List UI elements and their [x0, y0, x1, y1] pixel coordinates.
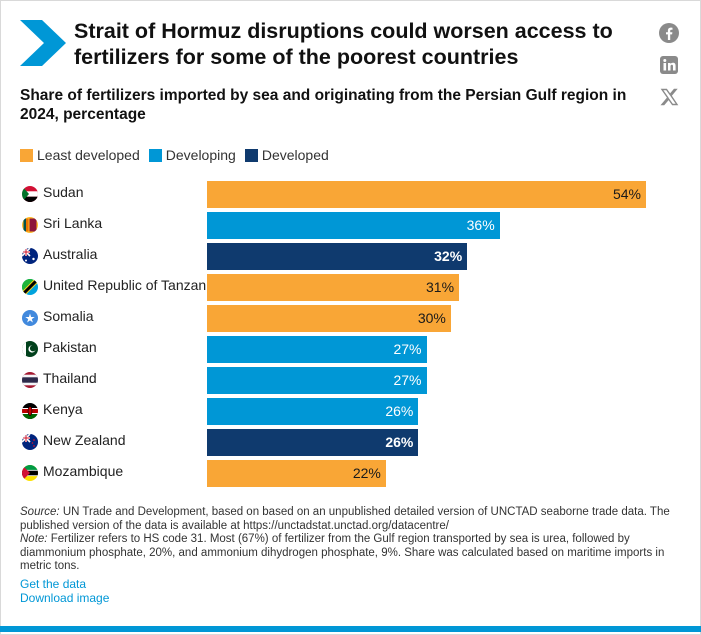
category-label: United Republic of Tanzania — [43, 277, 218, 293]
linkedin-icon[interactable] — [658, 54, 680, 76]
chart-row: Kenya 26% — [0, 395, 701, 426]
category-label: Australia — [43, 246, 98, 262]
flag-icon — [22, 217, 38, 233]
legend-item-developed: Developed — [244, 147, 329, 163]
bar — [207, 274, 460, 301]
flag-icon — [22, 341, 38, 357]
chart-row: Australia 32% — [0, 240, 701, 271]
flag-icon — [22, 434, 38, 450]
category-label: Somalia — [43, 308, 94, 324]
legend-swatch — [244, 148, 258, 162]
note-line: Note: Fertilizer refers to HS code 31. M… — [20, 533, 685, 574]
chart-row: Somalia 30% — [0, 302, 701, 333]
get-data-link[interactable]: Get the data — [20, 577, 87, 591]
legend: Least developed Developing Developed — [20, 146, 338, 164]
data-label: 32% — [434, 248, 463, 264]
bar — [207, 367, 427, 394]
flag-icon — [22, 372, 38, 388]
legend-item-developing: Developing — [148, 147, 236, 163]
download-image-link[interactable]: Download image — [20, 591, 110, 605]
chart-row: Sri Lanka 36% — [0, 209, 701, 240]
bar — [207, 460, 386, 487]
bar — [207, 305, 451, 332]
category-label: Sudan — [43, 184, 84, 200]
flag-icon — [22, 248, 38, 264]
note-text: Fertilizer refers to HS code 31. Most (6… — [20, 533, 665, 572]
source-line: Source: UN Trade and Development, based … — [20, 506, 685, 533]
bar — [207, 181, 646, 208]
chart-title: Strait of Hormuz disruptions could worse… — [74, 19, 613, 69]
data-label: 30% — [417, 310, 446, 326]
flag-icon — [22, 279, 38, 295]
bar — [207, 212, 500, 239]
source-note: Source: UN Trade and Development, based … — [20, 506, 685, 574]
chart-row: Thailand 27% — [0, 364, 701, 395]
x-icon[interactable] — [658, 86, 680, 108]
category-label: Thailand — [43, 370, 97, 386]
flag-icon — [22, 403, 38, 419]
data-label: 27% — [393, 372, 422, 388]
bar — [207, 336, 427, 363]
data-label: 26% — [385, 403, 414, 419]
chevron-logo-icon — [20, 20, 66, 66]
data-label: 36% — [466, 217, 495, 233]
legend-label: Developing — [165, 147, 236, 163]
bar-chart: Sudan 54% Sri Lanka 36% Australia 32% United R… — [0, 178, 701, 493]
chart-row: New Zealand 26% — [0, 426, 701, 457]
legend-item-least-developed: Least developed — [20, 147, 140, 163]
legend-swatch — [20, 148, 33, 162]
facebook-icon[interactable] — [658, 22, 680, 44]
legend-label: Developed — [261, 147, 329, 163]
chart-row: Pakistan 27% — [0, 333, 701, 364]
data-label: 27% — [393, 341, 422, 357]
bottom-accent-bar — [0, 626, 701, 632]
source-label: Source: — [20, 506, 60, 518]
category-label: Kenya — [43, 401, 83, 417]
category-label: Sri Lanka — [43, 215, 103, 231]
data-label: 54% — [612, 186, 641, 202]
category-label: Mozambique — [43, 463, 124, 479]
legend-label: Least developed — [37, 147, 140, 163]
data-label: 26% — [385, 434, 414, 450]
flag-icon — [22, 310, 38, 326]
bar — [207, 243, 468, 270]
category-label: New Zealand — [43, 432, 126, 448]
chart-row: Sudan 54% — [0, 178, 701, 209]
legend-swatch — [148, 148, 162, 162]
bar — [207, 398, 419, 425]
note-label: Note: — [20, 533, 48, 545]
data-label: 31% — [426, 279, 455, 295]
category-label: Pakistan — [43, 339, 97, 355]
flag-icon — [22, 186, 38, 202]
chart-row: Mozambique 22% — [0, 457, 701, 488]
bar — [207, 429, 419, 456]
flag-icon — [22, 465, 38, 481]
data-label: 22% — [352, 465, 381, 481]
chart-subtitle: Share of fertilizers imported by sea and… — [20, 87, 627, 123]
source-text: UN Trade and Development, based on based… — [20, 506, 670, 532]
chart-row: United Republic of Tanzania 31% — [0, 271, 701, 302]
